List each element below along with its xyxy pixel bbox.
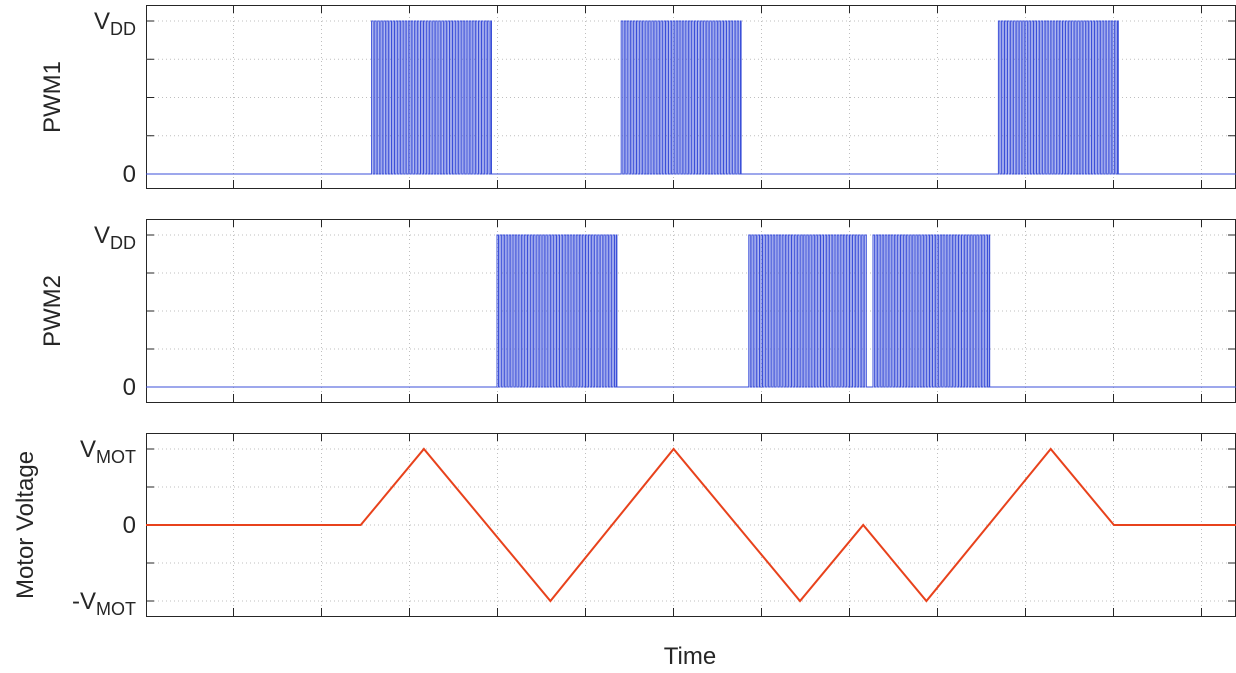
ylabel-pwm2: PWM2 [39, 275, 66, 347]
motor-voltage-line [146, 447, 1236, 603]
y-tick-label: VDD [94, 222, 136, 253]
y-tick-label: 0 [123, 161, 136, 188]
pwm-signal-line [146, 234, 1236, 388]
y-tick-label: 0 [123, 374, 136, 401]
pwm2-panel: 0 VDD [94, 219, 1236, 403]
xlabel-time: Time [664, 643, 716, 670]
ylabel-motor-voltage: Motor Voltage [12, 451, 39, 599]
y-tick-label: VMOT [80, 436, 136, 467]
y-tick-label: 0 [123, 512, 136, 539]
pwm-signal-line [146, 20, 1236, 175]
y-tick-label: VDD [94, 8, 136, 39]
motor-voltage-panel: -VMOT 0 VMOT [72, 433, 1236, 619]
ylabel-pwm1: PWM1 [39, 61, 66, 133]
pwm1-panel: 0 VDD [94, 5, 1236, 189]
y-tick-label: -VMOT [72, 588, 136, 619]
